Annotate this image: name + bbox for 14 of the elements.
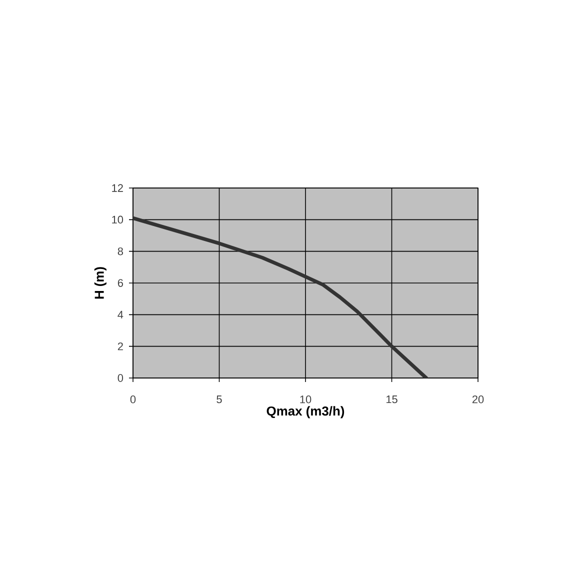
x-tick-label: 0 [130, 396, 136, 404]
y-tick-label: 10 [112, 216, 124, 224]
y-tick-label: 12 [112, 184, 123, 192]
x-tick-label: 15 [386, 396, 398, 404]
x-tick-label: 10 [300, 396, 312, 404]
y-tick-label: 6 [118, 279, 123, 287]
y-axis-title: H (m) [94, 267, 106, 299]
x-axis-title: Qmax (m3/h) [266, 406, 344, 418]
x-tick-label: 20 [472, 396, 484, 404]
y-tick-label: 8 [118, 247, 123, 256]
y-tick-label: 0 [118, 374, 124, 382]
y-tick-label: 4 [118, 310, 124, 318]
y-tick-label: 2 [118, 342, 123, 350]
x-tick-label: 5 [216, 396, 222, 404]
